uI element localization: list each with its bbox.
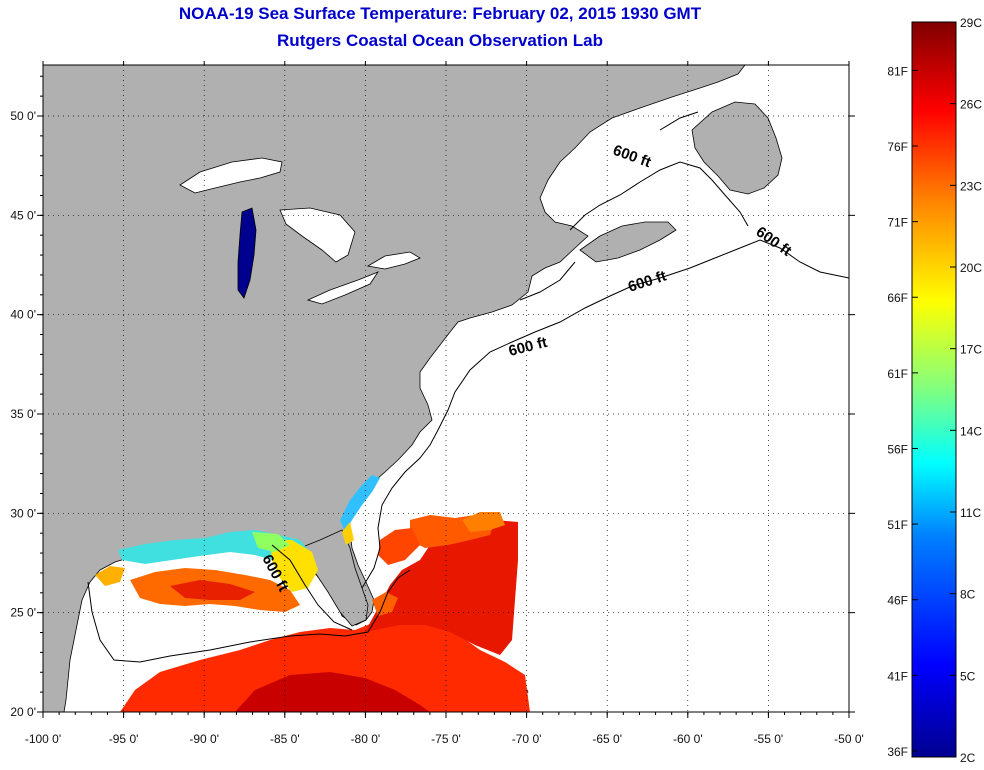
lake-huron	[279, 207, 356, 263]
lon-tick-label: -75 0'	[431, 732, 461, 746]
latitude-labels: 20 0' 25 0' 30 0' 35 0' 40 0' 45 0' 50 0'	[10, 109, 36, 719]
nova-scotia-land	[579, 221, 677, 263]
lon-tick-label: -60 0'	[673, 732, 703, 746]
axis-ticks	[37, 61, 855, 718]
lon-tick-label: -55 0'	[754, 732, 784, 746]
lon-tick-label: -90 0'	[189, 732, 219, 746]
lat-tick-label: 25 0'	[10, 606, 36, 620]
lake-erie	[306, 271, 380, 305]
lon-tick-label: -50 0'	[834, 732, 864, 746]
lat-tick-label: 35 0'	[10, 407, 36, 421]
lon-tick-label: -85 0'	[270, 732, 300, 746]
lon-tick-label: -80 0'	[351, 732, 381, 746]
lon-tick-label: -95 0'	[109, 732, 139, 746]
lat-tick-label: 40 0'	[10, 308, 36, 322]
newfoundland-land	[691, 101, 783, 195]
lat-tick-label: 45 0'	[10, 208, 36, 222]
lat-tick-label: 30 0'	[10, 506, 36, 520]
depth-contours	[87, 111, 849, 663]
longitude-labels: -100 0' -95 0' -90 0' -85 0' -80 0' -75 0' -70…	[25, 732, 864, 746]
lon-tick-label: -70 0'	[512, 732, 542, 746]
lon-tick-label: -100 0'	[25, 732, 61, 746]
lake-michigan	[237, 207, 257, 299]
map-subtitle: Rutgers Coastal Ocean Observation Lab	[277, 31, 603, 50]
lat-tick-label: 50 0'	[10, 109, 36, 123]
sst-data	[95, 475, 530, 712]
lake-ontario	[366, 251, 421, 270]
lat-tick-label: 20 0'	[10, 705, 36, 719]
lon-tick-label: -65 0'	[592, 732, 622, 746]
map-title: NOAA-19 Sea Surface Temperature: Februar…	[178, 4, 702, 23]
lake-superior	[179, 157, 283, 194]
